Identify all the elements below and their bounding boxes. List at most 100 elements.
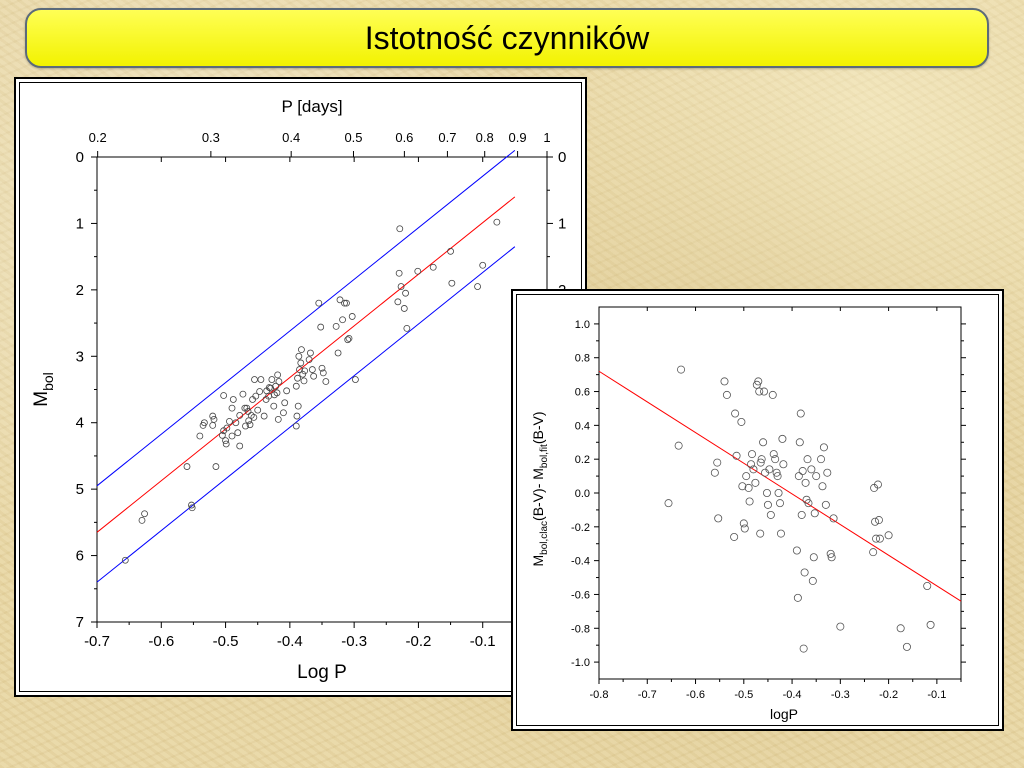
data-point — [322, 378, 330, 385]
x-tick-label: -0.5 — [734, 689, 753, 701]
data-point — [677, 365, 686, 374]
y-tick-label: 1 — [76, 215, 84, 232]
data-point — [268, 376, 276, 383]
data-point — [664, 499, 673, 508]
data-point — [222, 440, 230, 448]
data-point — [823, 468, 832, 477]
data-point — [873, 480, 882, 489]
data-point — [222, 437, 229, 445]
data-point — [234, 429, 242, 437]
data-point — [272, 382, 280, 390]
right-chart-svg: -0.8 -0.7 -0.6 -0.5 -0.4 -0.3 -0.2 -0.1 -1.0 -0.8… — [530, 306, 966, 722]
right-y-tick-label: 0 — [558, 149, 566, 166]
x-tick-label: -0.2 — [405, 633, 431, 650]
data-point — [295, 352, 303, 360]
data-point — [429, 263, 437, 271]
data-point — [245, 417, 253, 425]
data-point — [332, 322, 340, 330]
data-point — [827, 553, 836, 562]
data-point — [301, 367, 309, 375]
right-chart-frame — [516, 294, 999, 726]
data-point — [795, 438, 804, 447]
envelope-line — [96, 246, 516, 583]
data-point — [760, 387, 769, 396]
top-tick-label: 0.5 — [344, 130, 362, 145]
data-point — [742, 472, 751, 481]
y-tick-label: -0.8 — [571, 623, 590, 635]
x-tick-label: -0.1 — [927, 689, 946, 701]
data-point — [869, 548, 878, 557]
data-point — [812, 472, 821, 481]
data-point — [297, 359, 305, 367]
data-point — [249, 396, 256, 403]
data-point — [809, 553, 818, 562]
data-point — [308, 366, 316, 373]
data-point — [756, 529, 765, 538]
data-point — [246, 421, 254, 429]
data-point — [336, 296, 344, 304]
data-point — [447, 247, 454, 255]
left-chart-panel: -0.7-0.6-0.5-0.4-0.3-0.2-0.1012345670120… — [14, 77, 587, 697]
top-tick-label: 0.3 — [202, 130, 220, 145]
y-tick-label: 0.8 — [575, 353, 590, 365]
y-tick-label: 3 — [76, 348, 84, 365]
data-point — [280, 409, 287, 417]
data-point — [763, 500, 772, 509]
data-point — [265, 384, 273, 391]
data-point — [242, 422, 249, 430]
data-point — [397, 283, 405, 290]
y-tick-label: 0.2 — [575, 454, 590, 466]
data-point — [775, 499, 784, 508]
data-point — [738, 482, 747, 491]
data-point — [223, 424, 231, 432]
data-point — [872, 534, 881, 543]
data-point — [757, 455, 766, 464]
data-point — [273, 389, 281, 397]
y-tick-label: 5 — [76, 481, 84, 498]
data-point — [769, 450, 778, 459]
slide-title: Istotność czynników — [364, 19, 650, 56]
data-point — [710, 468, 719, 477]
data-point — [768, 390, 777, 399]
data-point — [744, 483, 753, 492]
y-axis-title: Mbol,clac(B-V)- Mbol,fit(B-V) — [530, 411, 550, 566]
y-tick-label: 4 — [76, 415, 84, 432]
data-point — [810, 509, 819, 518]
x-tick-label: -0.5 — [213, 633, 239, 650]
data-point — [138, 516, 146, 524]
data-point — [343, 299, 350, 307]
data-point — [902, 642, 911, 651]
y-tick-label: -0.4 — [571, 556, 590, 568]
data-point — [334, 349, 342, 357]
data-point — [344, 336, 352, 344]
top-tick-label: 0.6 — [395, 130, 413, 145]
data-point — [798, 467, 807, 476]
data-point — [829, 514, 838, 523]
data-point — [283, 387, 291, 395]
data-point — [479, 261, 487, 269]
data-point — [339, 316, 346, 324]
x-axis-title: Log P — [297, 662, 347, 683]
data-point — [751, 478, 760, 487]
y-tick-label: 2 — [76, 282, 84, 299]
data-point — [720, 377, 729, 386]
top-axis-title: P [days] — [281, 97, 342, 116]
data-point — [807, 465, 816, 474]
data-point — [772, 468, 781, 477]
data-point — [299, 370, 307, 378]
data-point — [803, 455, 812, 464]
y-tick-label: -1.0 — [571, 657, 590, 669]
data-point — [229, 396, 237, 403]
data-point — [317, 323, 325, 331]
fit-line — [598, 370, 962, 602]
data-point — [826, 549, 835, 558]
data-point — [292, 422, 300, 430]
data-point — [817, 455, 826, 464]
data-point — [200, 419, 208, 427]
data-point — [352, 376, 359, 383]
data-point — [209, 412, 217, 420]
data-point — [739, 519, 748, 528]
data-point — [793, 593, 802, 602]
data-point — [348, 313, 356, 320]
data-point — [874, 516, 883, 525]
